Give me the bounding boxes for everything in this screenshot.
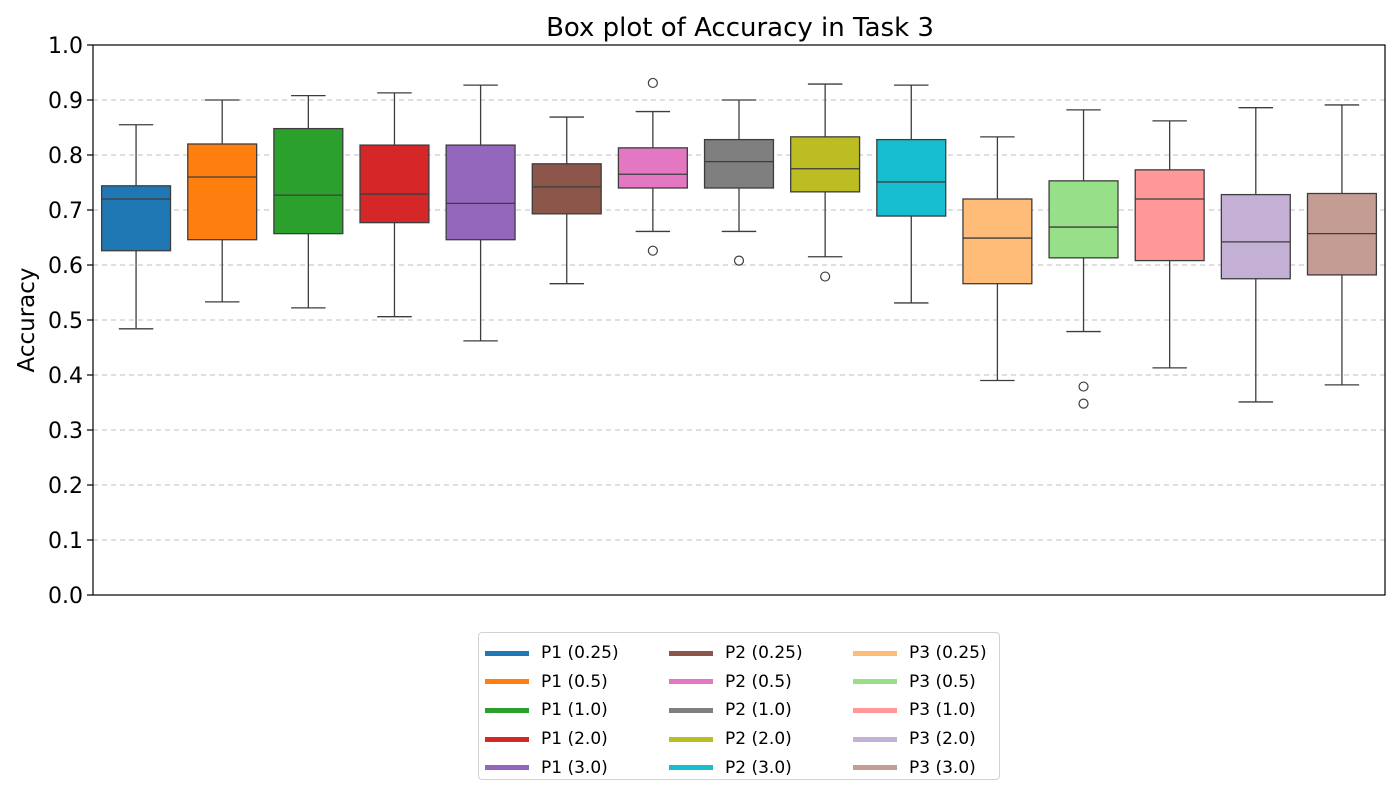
legend-swatch <box>853 650 897 656</box>
iqr-box <box>100 185 172 252</box>
iqr-box <box>617 147 688 189</box>
iqr-box <box>790 136 861 193</box>
legend-label: P1 (1.0) <box>541 700 608 721</box>
box-12 <box>1048 109 1119 409</box>
legend-item: P2 (0.25) <box>669 639 853 668</box>
legend-label: P3 (2.0) <box>909 729 976 750</box>
iqr-box <box>531 163 602 215</box>
iqr-box <box>962 198 1033 285</box>
legend-swatch <box>485 736 529 742</box>
y-tick-label: 0.5 <box>48 309 83 334</box>
legend-item: P3 (0.25) <box>853 639 1003 668</box>
y-tick-label: 0.1 <box>48 529 83 554</box>
box-4 <box>359 92 430 318</box>
iqr-box <box>359 144 430 224</box>
legend-grid: P1 (0.25) P1 (0.5) P1 (1.0) P1 (2.0) P1 (3.0… <box>485 639 999 782</box>
box-2 <box>187 99 258 303</box>
legend-label: P1 (0.25) <box>541 643 619 664</box>
iqr-box <box>1134 169 1205 262</box>
legend-swatch <box>669 679 713 685</box>
box-8 <box>703 99 775 266</box>
legend-swatch <box>669 765 713 771</box>
legend-item: P2 (0.5) <box>669 668 853 697</box>
legend-swatch <box>853 679 897 685</box>
legend-label: P2 (1.0) <box>725 700 792 721</box>
legend-label: P2 (0.5) <box>725 671 792 692</box>
legend-item: P1 (0.5) <box>485 668 669 697</box>
legend-item: P2 (1.0) <box>669 696 853 725</box>
legend-label: P3 (0.5) <box>909 671 976 692</box>
outlier-point <box>647 245 658 256</box>
outlier-point <box>647 77 658 89</box>
outlier-point <box>1078 398 1089 409</box>
y-axis-ticks: 0.0 0.1 0.2 0.3 0.4 0.5 0.6 0.7 0.8 0.9 1.0 <box>48 34 93 609</box>
y-tick-label: 0.0 <box>48 584 83 609</box>
box-5 <box>445 84 516 342</box>
boxes <box>100 77 1378 409</box>
y-axis-label: Accuracy <box>14 267 40 372</box>
box-1 <box>100 124 172 330</box>
legend-label: P2 (3.0) <box>725 757 792 778</box>
legend-item: P2 (2.0) <box>669 725 853 754</box>
legend-swatch <box>485 707 529 713</box>
legend-item: P1 (1.0) <box>485 696 669 725</box>
box-14 <box>1220 107 1291 403</box>
legend-swatch <box>853 707 897 713</box>
legend-swatch <box>485 765 529 771</box>
legend-item: P3 (1.0) <box>853 696 1003 725</box>
legend-label: P1 (2.0) <box>541 729 608 750</box>
legend-item: P3 (2.0) <box>853 725 1003 754</box>
y-tick-label: 0.4 <box>48 364 83 389</box>
legend-swatch <box>669 650 713 656</box>
legend-swatch <box>485 679 529 685</box>
box-7 <box>617 77 688 256</box>
legend: P1 (0.25) P1 (0.5) P1 (1.0) P1 (2.0) P1 (3.0… <box>478 632 1000 780</box>
legend-item: P3 (3.0) <box>853 753 1003 782</box>
box-13 <box>1134 120 1205 369</box>
legend-swatch <box>485 650 529 656</box>
legend-item: P1 (2.0) <box>485 725 669 754</box>
box-10 <box>876 84 947 304</box>
y-tick-label: 0.2 <box>48 474 83 499</box>
legend-swatch <box>669 736 713 742</box>
legend-swatch <box>853 765 897 771</box>
legend-item: P1 (3.0) <box>485 753 669 782</box>
iqr-box <box>1220 193 1291 280</box>
y-tick-label: 0.7 <box>48 199 83 224</box>
iqr-box <box>703 138 775 189</box>
iqr-box <box>187 143 258 241</box>
legend-swatch <box>853 736 897 742</box>
legend-item: P3 (0.5) <box>853 668 1003 697</box>
legend-label: P1 (0.5) <box>541 671 608 692</box>
box-15 <box>1306 104 1378 386</box>
legend-label: P2 (0.25) <box>725 643 803 664</box>
box-9 <box>790 83 861 282</box>
iqr-box <box>1048 180 1119 259</box>
outlier-point <box>820 271 831 282</box>
iqr-box <box>445 144 516 241</box>
outlier-point <box>733 255 745 266</box>
box-11 <box>962 136 1033 382</box>
box-6 <box>531 116 602 285</box>
legend-label: P3 (0.25) <box>909 643 987 664</box>
chart-title: Box plot of Accuracy in Task 3 <box>546 13 934 43</box>
iqr-box <box>273 127 344 235</box>
outlier-point <box>1078 381 1089 392</box>
legend-swatch <box>669 707 713 713</box>
box-3 <box>273 94 344 309</box>
legend-item: P2 (3.0) <box>669 753 853 782</box>
y-tick-label: 0.3 <box>48 419 83 444</box>
y-tick-label: 0.8 <box>48 144 83 169</box>
iqr-box <box>876 138 947 217</box>
legend-item: P1 (0.25) <box>485 639 669 668</box>
y-tick-label: 0.6 <box>48 254 83 279</box>
legend-label: P1 (3.0) <box>541 757 608 778</box>
y-tick-label: 0.9 <box>48 89 83 114</box>
legend-label: P3 (3.0) <box>909 757 976 778</box>
legend-label: P3 (1.0) <box>909 700 976 721</box>
legend-label: P2 (2.0) <box>725 729 792 750</box>
y-tick-label: 1.0 <box>48 34 83 59</box>
